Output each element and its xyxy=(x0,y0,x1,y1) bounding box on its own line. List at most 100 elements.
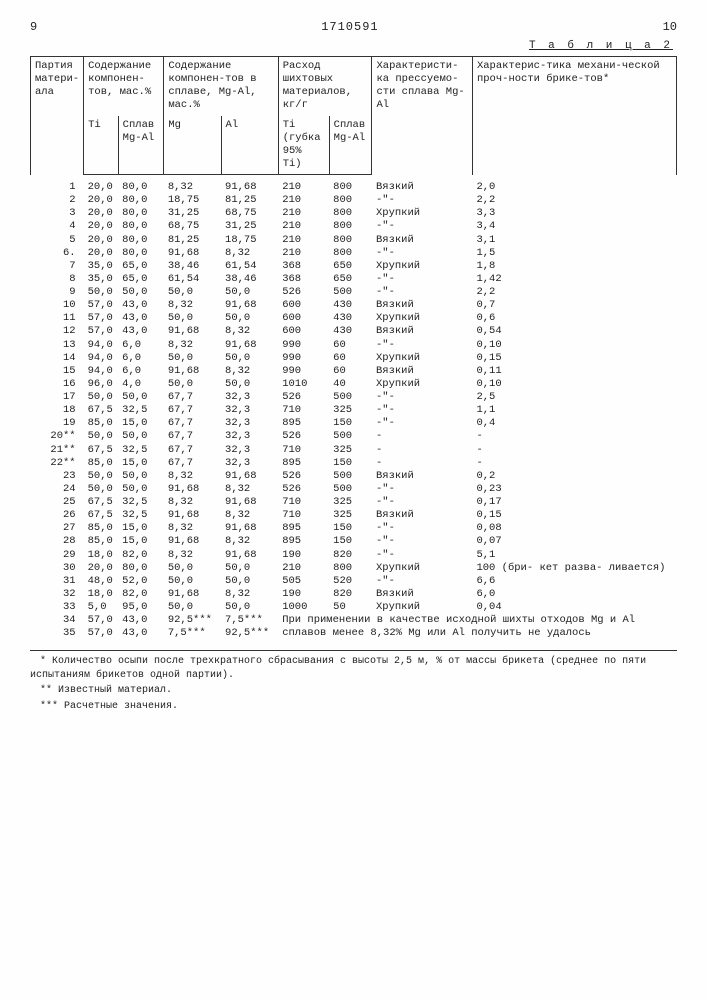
table-row: 1057,043,08,3291,68600430Вязкий0,7 xyxy=(31,299,677,312)
cell: 8,32 xyxy=(221,483,278,496)
cell: 20,0 xyxy=(84,247,119,260)
table-row: 220,080,018,7581,25210800-"-2,2 xyxy=(31,194,677,207)
cell: 710 xyxy=(278,509,329,522)
cell: 15,0 xyxy=(118,417,164,430)
table-row: 2567,532,58,3291,68710325-"-0,17 xyxy=(31,496,677,509)
cell: 18,0 xyxy=(84,549,119,562)
cell: 895 xyxy=(278,522,329,535)
cell: 50,0 xyxy=(118,391,164,404)
cell: 80,0 xyxy=(118,247,164,260)
cell: 50,0 xyxy=(84,430,119,443)
cell: 500 xyxy=(329,470,372,483)
cell: 1000 xyxy=(278,601,329,614)
cell: 67,5 xyxy=(84,444,119,457)
cell: 0,15 xyxy=(472,509,676,522)
table-row: 3148,052,050,050,0505520-"-6,6 xyxy=(31,575,677,588)
cell: -"- xyxy=(372,404,472,417)
cell: 18,75 xyxy=(164,194,221,207)
cell: 0,54 xyxy=(472,325,676,338)
table-row: 1494,06,050,050,099060Хрупкий0,15 xyxy=(31,352,677,365)
cell: 32,3 xyxy=(221,404,278,417)
cell: 50,0 xyxy=(164,286,221,299)
cell: 0,10 xyxy=(472,339,676,352)
cell: 91,68 xyxy=(221,470,278,483)
cell: 57,0 xyxy=(84,614,119,627)
cell: 21** xyxy=(31,444,84,457)
cell: 210 xyxy=(278,194,329,207)
cell: 500 xyxy=(329,430,372,443)
table-row: 1867,532,567,732,3710325-"-1,1 xyxy=(31,404,677,417)
cell: 8,32 xyxy=(164,470,221,483)
cell: 38,46 xyxy=(221,273,278,286)
cell: 18 xyxy=(31,404,84,417)
cell: 22** xyxy=(31,457,84,470)
cell: Хрупкий xyxy=(372,260,472,273)
cell: 50,0 xyxy=(164,601,221,614)
cell: 1,5 xyxy=(472,247,676,260)
cell: 16 xyxy=(31,378,84,391)
cell: 526 xyxy=(278,470,329,483)
cell: 2,0 xyxy=(472,175,676,195)
cell: 14 xyxy=(31,352,84,365)
cell: Хрупкий xyxy=(372,378,472,391)
cell: 24 xyxy=(31,483,84,496)
table-row: 3020,080,050,050,0210800Хрупкий100 (бри-… xyxy=(31,562,677,575)
cell: - xyxy=(372,444,472,457)
cell: 65,0 xyxy=(118,273,164,286)
cell: 11 xyxy=(31,312,84,325)
data-table: Партия матери-ала Содержание компонен-то… xyxy=(30,56,677,640)
cell: 990 xyxy=(278,352,329,365)
cell: 35,0 xyxy=(84,260,119,273)
cell: 1,42 xyxy=(472,273,676,286)
cell: 43,0 xyxy=(118,614,164,627)
cell: 67,5 xyxy=(84,404,119,417)
cell: 3,1 xyxy=(472,234,676,247)
cell: 31 xyxy=(31,575,84,588)
cell: 800 xyxy=(329,562,372,575)
cell: 0,17 xyxy=(472,496,676,509)
cell: 800 xyxy=(329,207,372,220)
cell: -"- xyxy=(372,483,472,496)
cell: Вязкий xyxy=(372,325,472,338)
cell: 325 xyxy=(329,404,372,417)
cell: 20,0 xyxy=(84,194,119,207)
cell: 91,68 xyxy=(164,365,221,378)
table-row: 950,050,050,050,0526500-"-2,2 xyxy=(31,286,677,299)
cell: 710 xyxy=(278,444,329,457)
cell: 600 xyxy=(278,312,329,325)
cell: Хрупкий xyxy=(372,312,472,325)
table-header: Партия матери-ала Содержание компонен-то… xyxy=(31,57,677,175)
cell: 50,0 xyxy=(84,483,119,496)
cell: 57,0 xyxy=(84,299,119,312)
cell: 990 xyxy=(278,365,329,378)
table-row: 1594,06,091,688,3299060Вязкий0,11 xyxy=(31,365,677,378)
table-row: 22**85,015,067,732,3895150-- xyxy=(31,457,677,470)
cell: 68,75 xyxy=(164,220,221,233)
cell: 800 xyxy=(329,220,372,233)
cell: 325 xyxy=(329,509,372,522)
cell: 40 xyxy=(329,378,372,391)
cell: - xyxy=(372,430,472,443)
cell: 8,32 xyxy=(221,365,278,378)
cell: 94,0 xyxy=(84,365,119,378)
cell: 0,4 xyxy=(472,417,676,430)
table-row: 3218,082,091,688,32190820Вязкий6,0 xyxy=(31,588,677,601)
cell: 15 xyxy=(31,365,84,378)
cell: 6,0 xyxy=(118,339,164,352)
cell: Хрупкий xyxy=(372,352,472,365)
cell: 91,68 xyxy=(164,588,221,601)
cell: 820 xyxy=(329,588,372,601)
cell: 50,0 xyxy=(118,286,164,299)
cell: 7 xyxy=(31,260,84,273)
cell: 325 xyxy=(329,444,372,457)
cell: 50,0 xyxy=(84,286,119,299)
cell: 91,68 xyxy=(164,247,221,260)
cell: -"- xyxy=(372,194,472,207)
cell: Вязкий xyxy=(372,588,472,601)
cell: 23 xyxy=(31,470,84,483)
cell: 50,0 xyxy=(164,562,221,575)
cell: -"- xyxy=(372,575,472,588)
col-batch: Партия матери-ала xyxy=(31,57,84,175)
cell: 2,2 xyxy=(472,194,676,207)
cell: 32,3 xyxy=(221,457,278,470)
